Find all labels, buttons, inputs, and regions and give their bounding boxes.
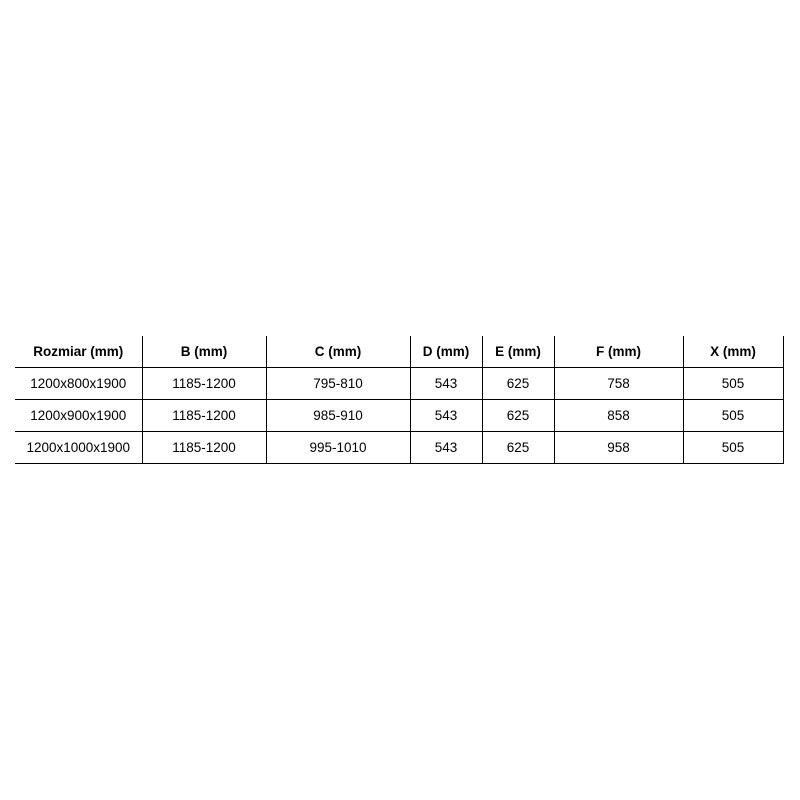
column-header: C (mm) <box>265 336 410 368</box>
table-cell: 858 <box>553 399 683 432</box>
table-cell: 795-810 <box>265 367 410 400</box>
table-cell: 1185-1200 <box>141 399 266 432</box>
column-header: B (mm) <box>141 336 266 368</box>
column-header: F (mm) <box>553 336 683 368</box>
table-cell: 1185-1200 <box>141 367 266 400</box>
table-row: 1200x1000x1900 1185-1200 995-1010 543 625 958… <box>15 431 784 464</box>
table-cell: 1200x1000x1900 <box>15 431 142 464</box>
column-header: Rozmiar (mm) <box>15 336 142 368</box>
table-cell: 995-1010 <box>265 431 410 464</box>
table-cell: 1185-1200 <box>141 431 266 464</box>
table-row: 1200x900x1900 1185-1200 985-910 543 625 858 50… <box>15 399 784 432</box>
table-cell: 625 <box>481 431 554 464</box>
column-header: D (mm) <box>409 336 482 368</box>
table-row: 1200x800x1900 1185-1200 795-810 543 625 758 50… <box>15 367 784 400</box>
table-cell: 958 <box>553 431 683 464</box>
column-header: X (mm) <box>682 336 784 368</box>
table-cell: 505 <box>682 399 784 432</box>
table-cell: 625 <box>481 399 554 432</box>
table-cell: 1200x800x1900 <box>15 367 142 400</box>
table-header-row: Rozmiar (mm) B (mm) C (mm) D (mm) E (mm) F (m… <box>15 336 784 368</box>
dimensions-table: Rozmiar (mm) B (mm) C (mm) D (mm) E (mm) F (m… <box>15 336 784 464</box>
table-cell: 543 <box>409 431 482 464</box>
table-cell: 758 <box>553 367 683 400</box>
table-cell: 1200x900x1900 <box>15 399 142 432</box>
table-cell: 505 <box>682 367 784 400</box>
table-cell: 543 <box>409 367 482 400</box>
table-cell: 505 <box>682 431 784 464</box>
table-cell: 543 <box>409 399 482 432</box>
table-cell: 985-910 <box>265 399 410 432</box>
table-cell: 625 <box>481 367 554 400</box>
column-header: E (mm) <box>481 336 554 368</box>
